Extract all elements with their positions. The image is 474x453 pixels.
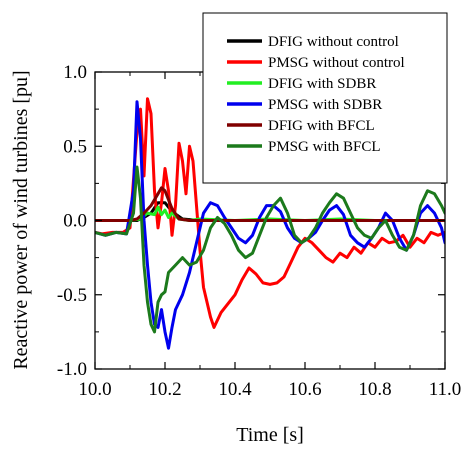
y-axis-title: Reactive power of wind turbines [pu] [10, 70, 32, 369]
legend-label: DFIG with SDBR [268, 76, 376, 92]
y-tick-label: -0.5 [57, 285, 87, 306]
y-tick-label: 0.0 [63, 211, 87, 232]
x-tick-label: 10.4 [218, 379, 252, 400]
y-axis: 1.0 0.5 0.0 -0.5 -1.0 [57, 62, 445, 380]
legend-label: PMSG without control [268, 55, 405, 71]
legend: DFIG without control PMSG without control… [202, 12, 448, 184]
legend-label: DFIG with BFCL [268, 118, 375, 134]
series-layer [95, 97, 445, 350]
legend-label: DFIG without control [268, 34, 399, 50]
y-tick-label: -1.0 [57, 359, 87, 380]
x-tick-label: 10.0 [78, 379, 111, 400]
series-line-pmsg-with-sdbr [95, 100, 445, 350]
legend-label: PMSG with BFCL [268, 139, 381, 155]
x-tick-label: 10.2 [148, 379, 181, 400]
x-tick-label: 10.8 [358, 379, 391, 400]
legend-label: PMSG with SDBR [268, 97, 382, 113]
y-tick-label: 1.0 [63, 62, 87, 83]
x-axis: 10.0 10.2 10.4 10.6 10.8 11.0 [78, 72, 461, 400]
y-tick-label: 0.5 [63, 136, 87, 157]
x-tick-label: 10.6 [288, 379, 321, 400]
series-line-pmsg-with-bfcl [95, 165, 445, 334]
x-tick-label: 11.0 [429, 379, 462, 400]
x-axis-title: Time [s] [236, 424, 304, 446]
series-line-pmsg-without-control [95, 97, 445, 329]
series-line-dfig-with-bfcl [95, 186, 445, 222]
